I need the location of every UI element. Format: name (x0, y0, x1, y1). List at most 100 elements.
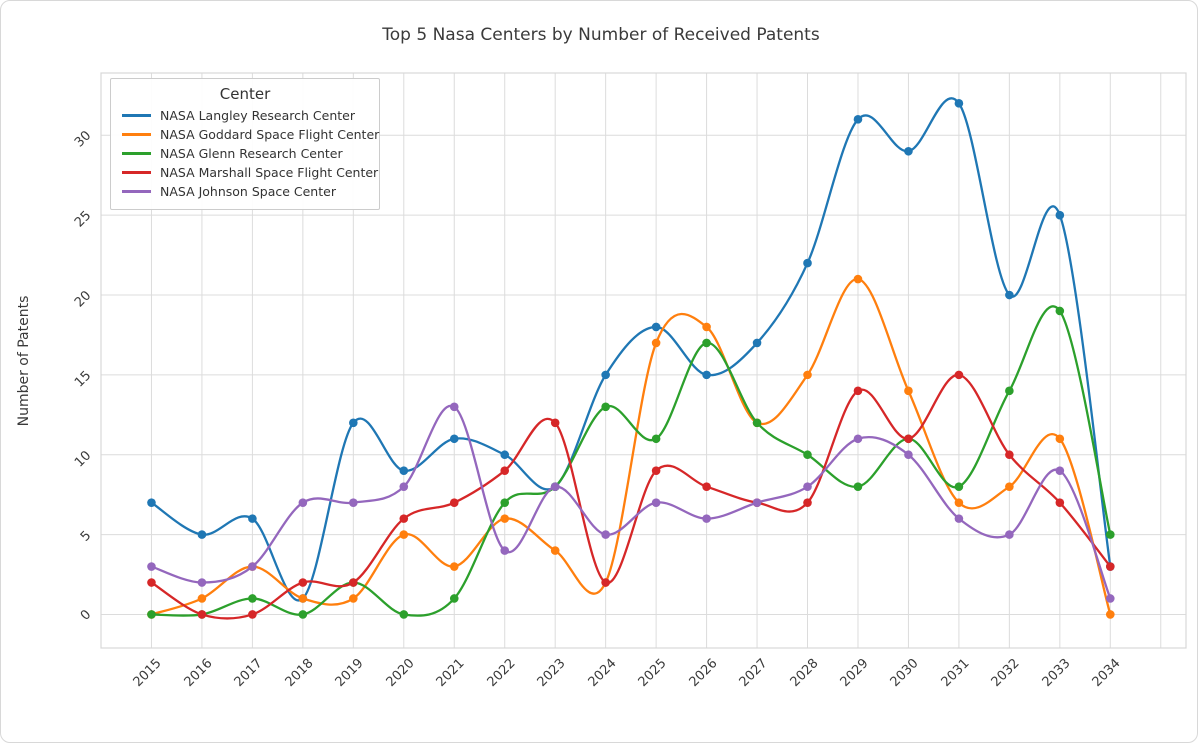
data-point (752, 418, 762, 428)
legend-item: NASA Glenn Research Center (119, 144, 371, 163)
data-point (248, 594, 257, 603)
data-point (399, 482, 409, 491)
data-point (803, 498, 812, 507)
legend-item: NASA Langley Research Center (119, 106, 371, 125)
legend-line-swatch (122, 114, 151, 117)
data-point (702, 338, 711, 348)
data-point (500, 466, 510, 476)
data-point (248, 562, 257, 571)
data-point (1005, 450, 1014, 460)
data-point (1055, 210, 1065, 220)
data-point (702, 322, 711, 332)
data-point (147, 578, 156, 587)
legend-label: NASA Johnson Space Center (160, 184, 336, 199)
data-point (702, 514, 711, 523)
legend-label: NASA Glenn Research Center (160, 146, 343, 161)
data-point (298, 610, 308, 619)
data-point (147, 610, 156, 619)
data-point (853, 115, 863, 124)
data-point (1106, 610, 1115, 619)
data-point (651, 338, 661, 348)
series-nasa-marshall-space-flight-center (147, 370, 1115, 620)
data-point (349, 418, 358, 428)
data-point (298, 578, 308, 587)
data-point (651, 322, 661, 332)
legend-line-swatch (122, 171, 151, 174)
legend-item: NASA Johnson Space Center (119, 182, 371, 201)
series-layer (147, 97, 1115, 620)
data-point (399, 610, 409, 619)
data-point (954, 482, 964, 491)
data-point (500, 514, 510, 523)
legend-line-swatch (122, 190, 151, 193)
data-point (449, 402, 459, 412)
data-point (752, 338, 762, 348)
data-point (248, 514, 257, 523)
data-point (803, 258, 812, 268)
data-point (1106, 530, 1115, 539)
legend: Center NASA Langley Research Center NASA … (110, 78, 380, 210)
data-point (500, 546, 510, 555)
series-line (150, 97, 1112, 602)
series-nasa-johnson-space-center (147, 402, 1115, 603)
data-point (702, 370, 711, 380)
legend-item: NASA Marshall Space Flight Center (119, 163, 378, 182)
data-point (702, 482, 711, 491)
axes-spine (100, 72, 1187, 649)
legend-items: NASA Langley Research Center NASA Goddard… (119, 106, 379, 201)
data-point (803, 450, 812, 460)
legend-label: NASA Langley Research Center (160, 108, 355, 123)
data-point (449, 498, 459, 507)
data-point (1005, 290, 1014, 300)
chart-title: Top 5 Nasa Centers by Number of Received… (382, 25, 820, 45)
data-point (853, 386, 863, 396)
data-point (954, 514, 964, 523)
legend-line-swatch (122, 133, 151, 136)
data-point (904, 386, 913, 396)
data-point (1005, 530, 1014, 539)
data-point (197, 578, 207, 587)
data-point (651, 466, 661, 476)
data-point (197, 594, 207, 603)
data-point (1055, 306, 1065, 316)
data-point (349, 578, 358, 587)
data-point (500, 498, 510, 507)
data-point (1055, 498, 1065, 507)
data-point (349, 498, 358, 507)
data-point (1005, 482, 1014, 491)
data-point (904, 450, 913, 460)
data-point (399, 514, 409, 523)
data-point (954, 99, 964, 108)
data-point (651, 434, 661, 444)
data-point (1055, 434, 1065, 444)
legend-line-swatch (122, 152, 151, 155)
data-point (399, 530, 409, 539)
legend-item: NASA Goddard Space Flight Center (119, 125, 379, 144)
data-point (853, 482, 863, 491)
data-point (853, 274, 863, 284)
data-point (1106, 594, 1115, 603)
legend-label: NASA Goddard Space Flight Center (160, 127, 380, 142)
data-point (197, 610, 207, 619)
data-point (904, 146, 913, 156)
data-point (651, 498, 661, 507)
data-point (954, 498, 964, 507)
data-point (601, 530, 610, 539)
data-point (298, 498, 308, 507)
data-point (1055, 466, 1065, 476)
data-point (752, 498, 762, 507)
data-point (904, 434, 913, 444)
data-point (349, 594, 358, 603)
data-point (449, 562, 459, 571)
legend-title: Center (219, 85, 271, 103)
data-point (147, 498, 156, 507)
data-point (500, 450, 510, 460)
data-point (803, 482, 812, 491)
data-point (601, 402, 610, 412)
data-point (197, 530, 207, 539)
data-point (449, 434, 459, 444)
data-point (1005, 386, 1014, 396)
legend-label: NASA Marshall Space Flight Center (160, 165, 379, 180)
data-point (550, 482, 560, 491)
